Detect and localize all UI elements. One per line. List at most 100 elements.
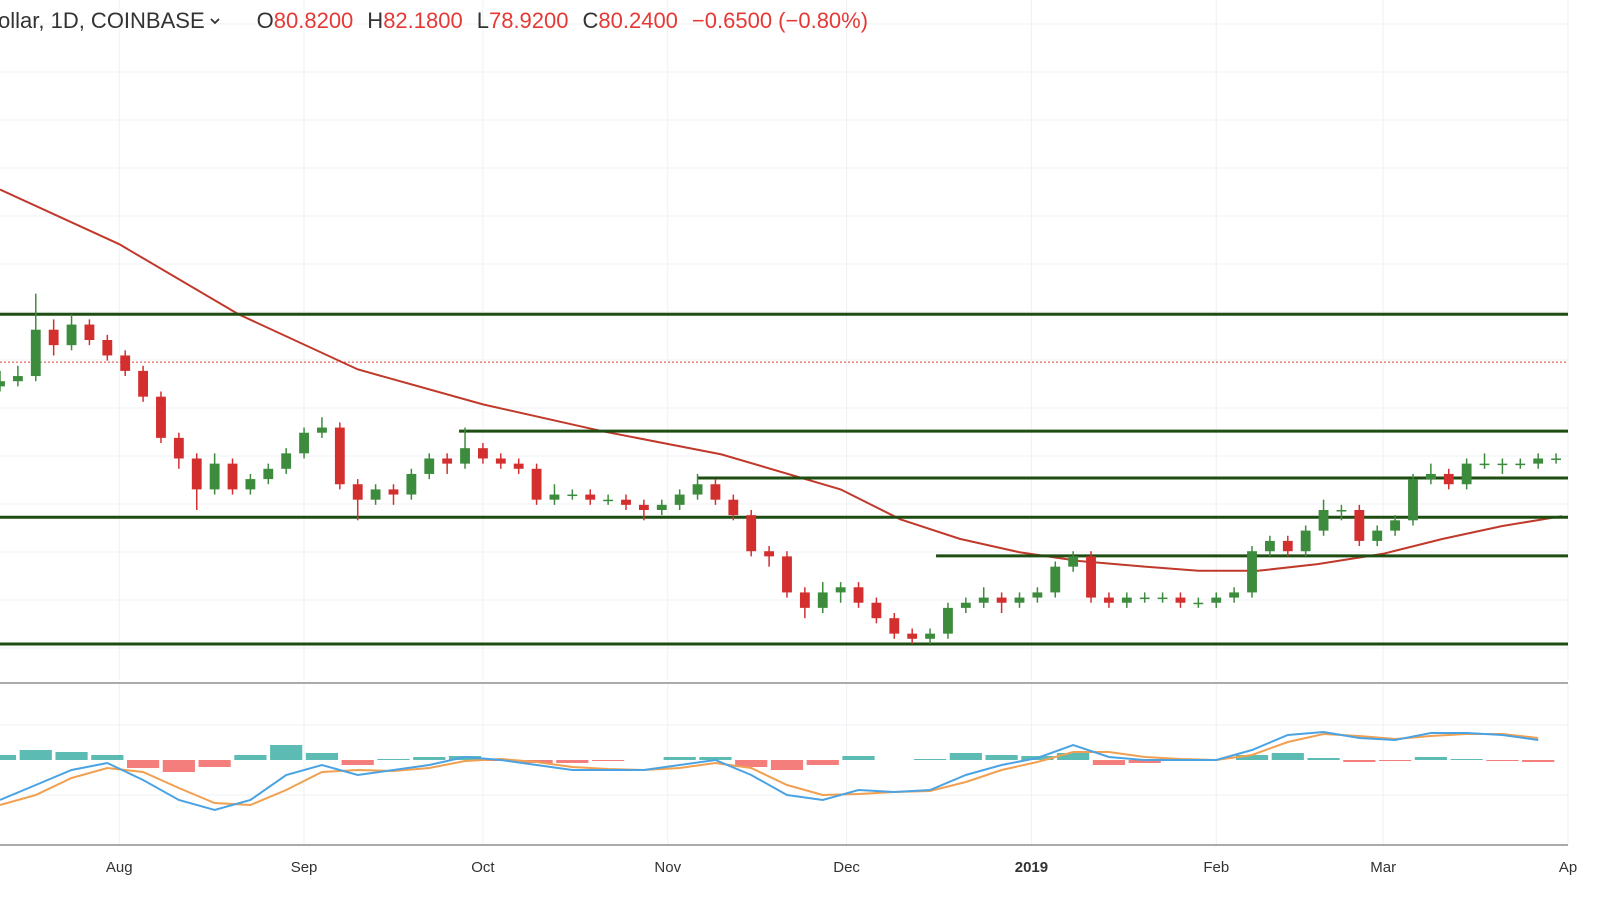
macd-histogram-bar bbox=[0, 755, 17, 760]
candle-body bbox=[1247, 551, 1257, 593]
ohlc-value: 78.9200 bbox=[488, 8, 569, 33]
x-tick-label: Dec bbox=[833, 859, 860, 876]
macd-histogram-bar bbox=[663, 757, 696, 760]
candle-body bbox=[656, 504, 667, 510]
candle-body bbox=[567, 494, 578, 497]
candle-body bbox=[871, 602, 882, 619]
candle-body bbox=[1193, 602, 1204, 605]
candle-body bbox=[299, 432, 309, 454]
candle-body bbox=[728, 499, 739, 516]
candle-body bbox=[245, 479, 256, 490]
macd-histogram-bar bbox=[1235, 755, 1269, 760]
macd-histogram-bar bbox=[270, 745, 303, 760]
candle-body bbox=[1264, 540, 1275, 552]
candle-body bbox=[1282, 540, 1293, 552]
candle-body bbox=[1461, 463, 1472, 485]
candle-body bbox=[0, 381, 5, 387]
candle-body bbox=[263, 468, 274, 480]
macd-histogram-bar bbox=[985, 755, 1018, 760]
macd-histogram-bar bbox=[1092, 760, 1126, 765]
candle-body bbox=[817, 592, 828, 608]
macd-histogram-bar bbox=[1379, 760, 1412, 761]
candle-body bbox=[156, 396, 166, 438]
candle-body bbox=[746, 515, 757, 552]
candle-body bbox=[227, 463, 238, 490]
candle-body bbox=[1050, 566, 1061, 593]
x-tick-label: 2019 bbox=[1015, 859, 1048, 876]
candle-body bbox=[1032, 592, 1043, 598]
candle-body bbox=[317, 427, 327, 433]
x-tick-label: Sep bbox=[291, 859, 318, 876]
candle-body bbox=[1068, 556, 1079, 567]
candle-body bbox=[30, 329, 41, 377]
candle-body bbox=[1086, 556, 1096, 598]
candle-body bbox=[907, 633, 918, 639]
price-change: −0.6500 (−0.80%) bbox=[691, 8, 869, 33]
macd-histogram-bar bbox=[341, 760, 374, 765]
macd-histogram-bar bbox=[55, 752, 88, 760]
macd-histogram-bar bbox=[162, 760, 195, 772]
candle-body bbox=[1157, 597, 1168, 600]
candle-body bbox=[531, 468, 542, 500]
candle-body bbox=[12, 376, 23, 382]
candle-body bbox=[925, 633, 935, 639]
macd-histogram-bar bbox=[1128, 760, 1161, 763]
candle-body bbox=[281, 453, 292, 469]
macd-histogram-bar bbox=[1414, 757, 1447, 760]
macd-histogram-bar bbox=[1271, 753, 1304, 760]
candle-body bbox=[585, 494, 596, 500]
candle-body bbox=[191, 458, 202, 490]
candle-body bbox=[1390, 520, 1401, 531]
candle-body bbox=[209, 463, 220, 490]
x-tick-label: Feb bbox=[1203, 859, 1229, 876]
candle-body bbox=[1408, 479, 1418, 521]
macd-histogram-bar bbox=[1343, 760, 1376, 762]
candle-body bbox=[66, 324, 77, 346]
macd-histogram-bar bbox=[305, 753, 339, 760]
macd-histogram-bar bbox=[1307, 758, 1340, 760]
candle-body bbox=[1318, 510, 1329, 531]
macd-histogram-bar bbox=[1450, 759, 1483, 760]
candle-body bbox=[549, 494, 560, 500]
candle-body bbox=[978, 597, 989, 603]
candle-body bbox=[782, 556, 792, 593]
ohlc-key: L bbox=[476, 8, 489, 33]
candle-body bbox=[710, 484, 721, 500]
candle-body bbox=[943, 607, 953, 634]
symbol-legend: ollar, 1D, COINBASE O80.8200 H82.1800 L78.… bbox=[0, 8, 882, 34]
x-tick-label: Aug bbox=[106, 859, 133, 876]
macd-signal-line bbox=[0, 732, 1539, 807]
candle-body bbox=[442, 458, 453, 464]
macd-histogram-bar bbox=[234, 755, 267, 760]
dropdown-chevron[interactable] bbox=[209, 16, 221, 26]
candle-body bbox=[1104, 597, 1114, 603]
candle-body bbox=[799, 592, 810, 608]
x-tick-label: Ap bbox=[1559, 859, 1577, 876]
candle-body bbox=[388, 489, 399, 495]
candle-body bbox=[1443, 473, 1454, 485]
candle-body bbox=[1211, 597, 1222, 603]
macd-line bbox=[0, 730, 1539, 812]
macd-histogram-bar bbox=[806, 760, 839, 765]
candle-body bbox=[1300, 530, 1311, 552]
ohlc-key: C bbox=[582, 8, 599, 33]
candle-body bbox=[1515, 463, 1526, 466]
candle-body bbox=[495, 458, 506, 464]
candle-body bbox=[621, 499, 631, 505]
symbol-name[interactable]: ollar, 1D, COINBASE bbox=[0, 8, 205, 33]
macd-histogram-bar bbox=[556, 760, 589, 763]
candle-body bbox=[1372, 530, 1383, 541]
candle-body bbox=[84, 324, 95, 340]
candle-body bbox=[334, 427, 345, 485]
candle-body bbox=[1497, 463, 1508, 466]
candle-body bbox=[1354, 510, 1365, 541]
macd-histogram-bar bbox=[1057, 753, 1090, 760]
macd-histogram-bar bbox=[735, 760, 768, 767]
candle-body bbox=[996, 597, 1007, 603]
candle-body bbox=[1229, 592, 1240, 598]
candle-body bbox=[835, 587, 846, 593]
macd-histogram-bar bbox=[198, 760, 231, 767]
